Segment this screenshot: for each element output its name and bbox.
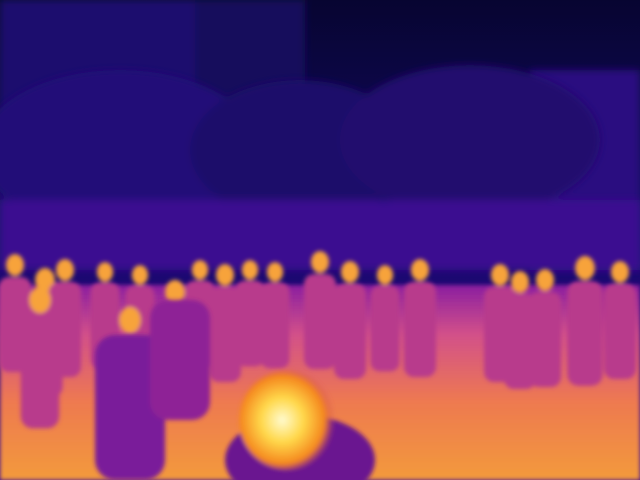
person-head <box>35 267 55 293</box>
person-body <box>604 284 636 379</box>
person-head <box>96 262 114 282</box>
person-body <box>304 274 336 369</box>
person-head <box>29 286 51 314</box>
person-head <box>6 254 24 276</box>
person-head <box>56 259 74 281</box>
person-head <box>491 264 509 286</box>
person-head <box>131 265 149 285</box>
hot-head <box>239 370 335 470</box>
person-head <box>241 260 259 280</box>
person <box>150 300 210 420</box>
person-head <box>191 260 209 280</box>
person-body <box>260 282 290 369</box>
person-body <box>334 284 366 379</box>
person-head <box>165 279 185 305</box>
person-body <box>209 287 241 382</box>
tree-canopy <box>340 65 600 215</box>
person-head <box>611 261 629 283</box>
person-body <box>20 314 60 429</box>
person-head <box>341 261 359 283</box>
person-body <box>235 280 265 367</box>
person-head <box>119 306 141 334</box>
person-head <box>411 259 429 281</box>
person-body <box>504 294 536 389</box>
person-head <box>511 271 529 293</box>
person-body <box>370 285 400 372</box>
person-head <box>575 255 595 281</box>
person-body <box>567 281 603 386</box>
person-head <box>536 269 554 291</box>
foreground <box>95 300 375 480</box>
person-head <box>376 265 394 285</box>
person-head <box>311 251 329 273</box>
tree-canopy <box>0 70 260 230</box>
person-head <box>266 262 284 282</box>
person-head <box>216 264 234 286</box>
trees <box>0 65 640 270</box>
person <box>95 335 165 480</box>
person-body <box>529 292 561 387</box>
person-body <box>404 282 436 377</box>
